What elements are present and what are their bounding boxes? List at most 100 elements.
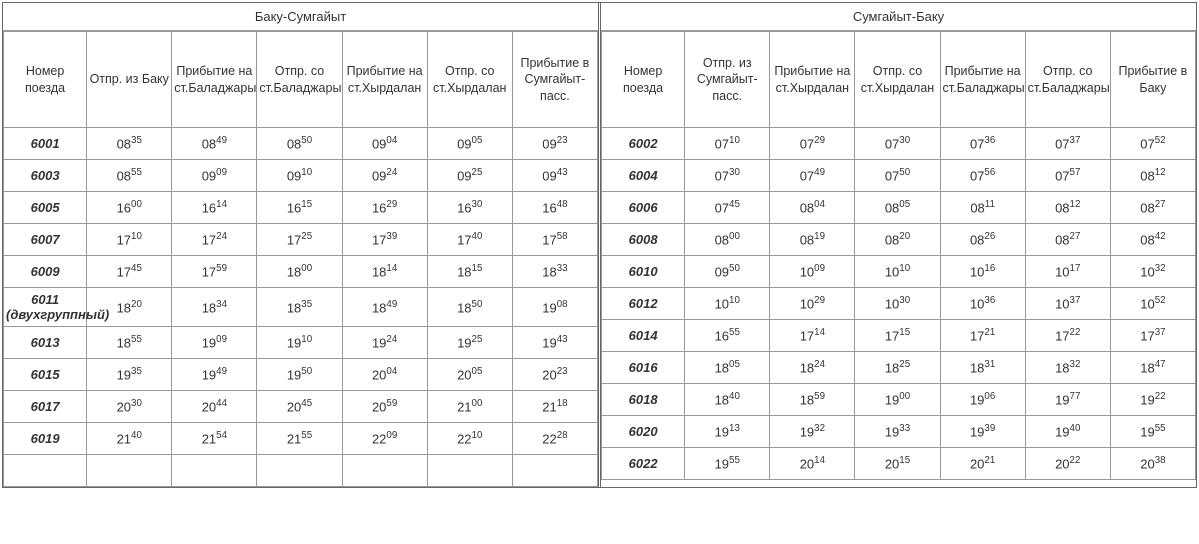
table-row: 6022195520142015202120222038 xyxy=(602,448,1196,480)
time-cell: 1935 xyxy=(87,359,172,391)
time-cell: 1900 xyxy=(855,384,940,416)
time-cell: 1010 xyxy=(685,288,770,320)
time-cell: 1850 xyxy=(427,288,512,327)
time-cell: 2004 xyxy=(342,359,427,391)
time-cell: 1814 xyxy=(342,256,427,288)
table-row: 6015193519491950200420052023 xyxy=(4,359,598,391)
time-cell xyxy=(512,455,597,487)
time-cell: 1932 xyxy=(770,416,855,448)
time-cell: 0924 xyxy=(342,160,427,192)
time-cell: 0749 xyxy=(770,160,855,192)
left-panel: Баку-Сумгайыт Номер поездаОтпр. из БакуП… xyxy=(3,3,601,487)
time-cell: 1800 xyxy=(257,256,342,288)
col-time-1: Отпр. из Баку xyxy=(87,32,172,128)
table-row: 6003085509090910092409250943 xyxy=(4,160,598,192)
train-number: 6020 xyxy=(602,416,685,448)
time-cell: 0909 xyxy=(172,160,257,192)
time-cell: 2059 xyxy=(342,391,427,423)
time-cell: 0737 xyxy=(1025,128,1110,160)
col-train-number: Номер поезда xyxy=(4,32,87,128)
col-time-2: Прибытие на ст.Баладжары xyxy=(172,32,257,128)
time-cell xyxy=(87,455,172,487)
train-number: 6003 xyxy=(4,160,87,192)
train-number: 6002 xyxy=(602,128,685,160)
time-cell: 0910 xyxy=(257,160,342,192)
time-cell: 0750 xyxy=(855,160,940,192)
time-cell: 0904 xyxy=(342,128,427,160)
train-number: 6010 xyxy=(602,256,685,288)
train-number: 6017 xyxy=(4,391,87,423)
time-cell: 1032 xyxy=(1110,256,1195,288)
train-number: 6018 xyxy=(602,384,685,416)
time-cell: 1840 xyxy=(685,384,770,416)
time-cell: 1710 xyxy=(87,224,172,256)
train-number: 6011 (двухгруппный) xyxy=(4,288,87,327)
time-cell: 0827 xyxy=(1110,192,1195,224)
time-cell: 2140 xyxy=(87,423,172,455)
time-cell: 0729 xyxy=(770,128,855,160)
time-cell: 1849 xyxy=(342,288,427,327)
train-number: 6009 xyxy=(4,256,87,288)
time-cell: 1737 xyxy=(1110,320,1195,352)
train-number: 6016 xyxy=(602,352,685,384)
left-title: Баку-Сумгайыт xyxy=(3,3,598,31)
train-number: 6012 xyxy=(602,288,685,320)
time-cell xyxy=(427,455,512,487)
table-row: 6016180518241825183118321847 xyxy=(602,352,1196,384)
time-cell: 2030 xyxy=(87,391,172,423)
time-cell: 1859 xyxy=(770,384,855,416)
time-cell: 1815 xyxy=(427,256,512,288)
time-cell: 1759 xyxy=(172,256,257,288)
time-cell: 1955 xyxy=(685,448,770,480)
time-cell: 1016 xyxy=(940,256,1025,288)
table-row: 6007171017241725173917401758 xyxy=(4,224,598,256)
time-cell: 1824 xyxy=(770,352,855,384)
time-cell: 0756 xyxy=(940,160,1025,192)
time-cell: 0855 xyxy=(87,160,172,192)
time-cell: 1940 xyxy=(1025,416,1110,448)
left-table: Номер поездаОтпр. из БакуПрибытие на ст.… xyxy=(3,31,598,487)
time-cell: 1835 xyxy=(257,288,342,327)
time-cell: 1832 xyxy=(1025,352,1110,384)
col-time-3: Отпр. со ст.Хырдалан xyxy=(855,32,940,128)
time-cell: 1847 xyxy=(1110,352,1195,384)
table-row: 6020191319321933193919401955 xyxy=(602,416,1196,448)
table-row: 6005160016141615162916301648 xyxy=(4,192,598,224)
time-cell: 0710 xyxy=(685,128,770,160)
time-cell: 0752 xyxy=(1110,128,1195,160)
train-number: 6004 xyxy=(602,160,685,192)
col-time-3: Отпр. со ст.Баладжары xyxy=(257,32,342,128)
train-number xyxy=(4,455,87,487)
time-cell: 1834 xyxy=(172,288,257,327)
time-cell: 0805 xyxy=(855,192,940,224)
train-number: 6007 xyxy=(4,224,87,256)
col-time-4: Прибытие на ст.Баладжары xyxy=(940,32,1025,128)
time-cell: 2100 xyxy=(427,391,512,423)
train-number: 6014 xyxy=(602,320,685,352)
time-cell: 0925 xyxy=(427,160,512,192)
time-cell: 1745 xyxy=(87,256,172,288)
time-cell: 2209 xyxy=(342,423,427,455)
time-cell: 2038 xyxy=(1110,448,1195,480)
time-cell: 0820 xyxy=(855,224,940,256)
train-number: 6006 xyxy=(602,192,685,224)
time-cell xyxy=(342,455,427,487)
time-cell: 0811 xyxy=(940,192,1025,224)
time-cell: 1955 xyxy=(1110,416,1195,448)
time-cell: 1655 xyxy=(685,320,770,352)
time-cell: 2023 xyxy=(512,359,597,391)
time-cell: 2005 xyxy=(427,359,512,391)
time-cell: 1925 xyxy=(427,327,512,359)
time-cell: 0943 xyxy=(512,160,597,192)
time-cell: 1614 xyxy=(172,192,257,224)
time-cell: 0950 xyxy=(685,256,770,288)
time-cell: 2022 xyxy=(1025,448,1110,480)
time-cell: 2228 xyxy=(512,423,597,455)
time-cell: 0826 xyxy=(940,224,1025,256)
time-cell: 2045 xyxy=(257,391,342,423)
time-cell: 1739 xyxy=(342,224,427,256)
col-time-6: Прибытие в Баку xyxy=(1110,32,1195,128)
right-body: 6002071007290730073607370752600407300749… xyxy=(602,128,1196,480)
time-cell: 1833 xyxy=(512,256,597,288)
time-cell: 2014 xyxy=(770,448,855,480)
